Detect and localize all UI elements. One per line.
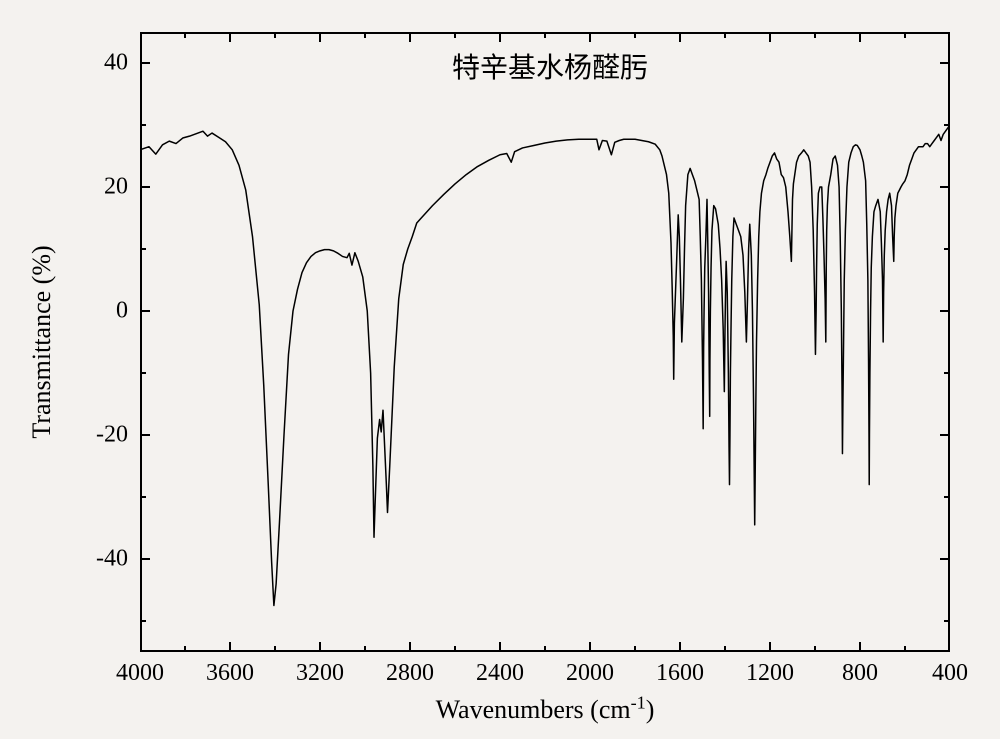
x-tick-label: 2800 [386,660,434,687]
y-tick-label: 20 [104,174,128,201]
x-tick-label: 2000 [566,660,614,687]
y-tick-label: 0 [116,298,128,325]
plot-frame-rect [141,33,949,651]
figure: Transmittance (%) Wavenumbers (cm-1) 特辛基… [0,0,1000,739]
x-tick-label: 2400 [476,660,524,687]
y-tick-label: -20 [96,422,128,449]
x-tick-label: 1600 [656,660,704,687]
y-tick-label: 40 [104,50,128,77]
x-tick-label: 3200 [296,660,344,687]
x-axis-label-prefix: Wavenumbers (cm [436,695,631,724]
x-tick-label: 400 [932,660,968,687]
spectrum-line [140,125,950,606]
plot-area [140,32,950,652]
x-axis-label: Wavenumbers (cm-1) [436,695,655,725]
x-tick-label: 800 [842,660,878,687]
x-axis-label-sup: -1 [631,692,646,712]
spectrum-svg [140,32,950,652]
y-axis-label: Transmittance (%) [27,245,57,438]
x-tick-label: 3600 [206,660,254,687]
y-tick-label: -40 [96,546,128,573]
x-axis-label-suffix: ) [646,695,655,724]
x-tick-label: 4000 [116,660,164,687]
x-tick-label: 1200 [746,660,794,687]
